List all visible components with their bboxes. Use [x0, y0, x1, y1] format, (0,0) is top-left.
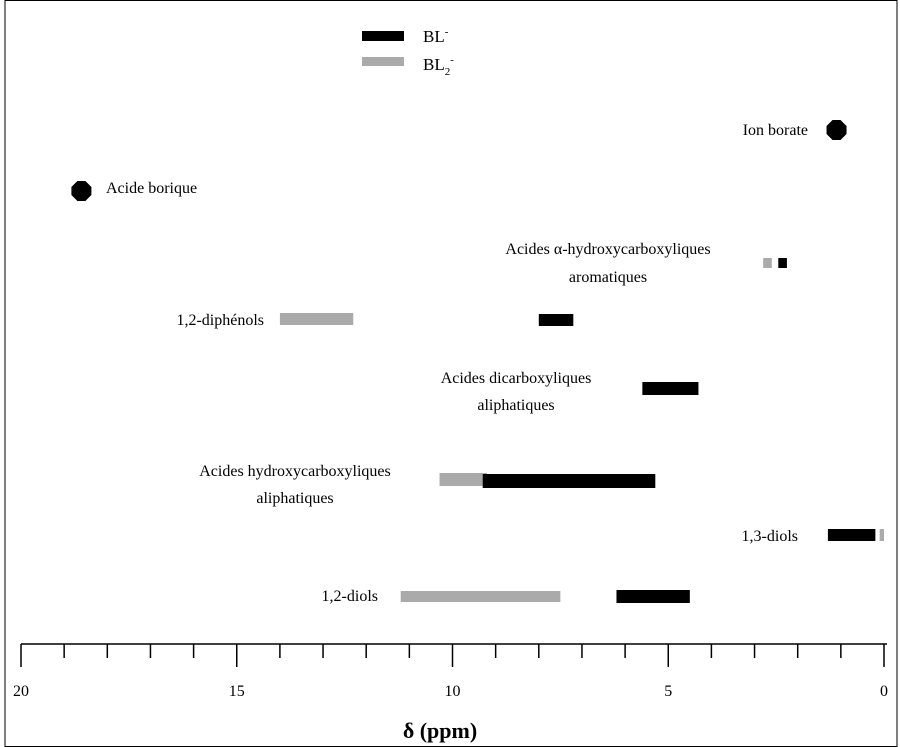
- label-aromatic-line2: aromatiques: [569, 269, 647, 286]
- legend: BL- BL2-: [362, 26, 454, 78]
- legend-label-bl: BL-: [423, 26, 449, 46]
- point-marker-0: [826, 120, 847, 140]
- label-13-diols: 1,3-diols: [742, 528, 798, 545]
- legend-swatch-bl: [362, 31, 404, 41]
- data-marks: [71, 120, 884, 603]
- range-bar-bl-4: [642, 382, 699, 395]
- x-axis: 20 15 10 5 0: [13, 643, 888, 700]
- legend-swatch-bl2: [362, 57, 404, 66]
- label-acide-borique: Acide borique: [106, 180, 197, 197]
- x-tick-label-10: 10: [445, 683, 461, 700]
- range-bar-bl2-9: [400, 591, 561, 602]
- x-tick-label-5: 5: [664, 683, 672, 700]
- x-axis-title: δ (ppm): [403, 718, 477, 743]
- label-hydroxy-line2: aliphatiques: [256, 490, 333, 507]
- label-hydroxy-line1: Acides hydroxycarboxyliques: [199, 463, 391, 480]
- range-bar-bl-3: [538, 314, 574, 326]
- range-bar-bl2-8: [879, 529, 884, 541]
- label-aromatic-line1: Acides α-hydroxycarboxyliques: [505, 241, 710, 258]
- label-ion-borate: Ion borate: [743, 122, 808, 139]
- range-bar-bl2-0: [763, 258, 772, 268]
- point-marker-1: [71, 181, 92, 201]
- x-tick-label-20: 20: [13, 683, 29, 700]
- range-bar-bl-6: [482, 474, 656, 488]
- label-diphenols: 1,2-diphénols: [176, 312, 264, 329]
- range-bar-bl2-5: [439, 473, 488, 486]
- range-bar-bl-1: [778, 258, 787, 268]
- x-tick-label-15: 15: [229, 683, 245, 700]
- label-dicarbox-line1: Acides dicarboxyliques: [441, 370, 592, 387]
- x-tick-label-0: 0: [880, 683, 888, 700]
- label-12-diols: 1,2-diols: [322, 588, 378, 605]
- range-bar-bl2-2: [279, 313, 354, 325]
- label-dicarbox-line2: aliphatiques: [477, 397, 554, 414]
- range-bar-bl-10: [616, 590, 690, 603]
- range-bar-bl-7: [827, 529, 876, 541]
- legend-label-bl2: BL2-: [423, 54, 454, 78]
